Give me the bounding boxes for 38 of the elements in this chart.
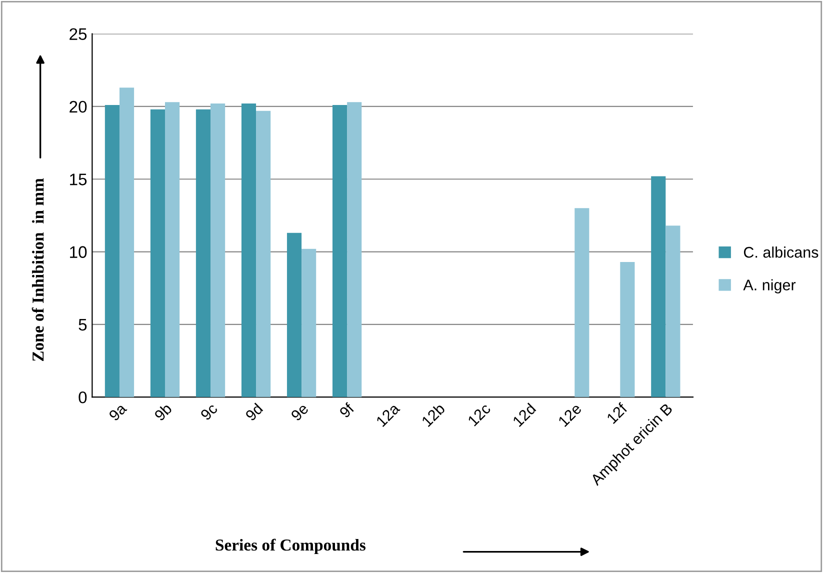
- bar: [210, 104, 226, 398]
- bar: [302, 248, 316, 398]
- y-tick-label: 0: [78, 391, 87, 404]
- bar: [165, 102, 180, 398]
- x-tick-label: 9c: [200, 402, 218, 421]
- bar: [651, 176, 666, 398]
- bar: [666, 226, 680, 398]
- y-tick-label: 20: [70, 100, 87, 113]
- legend-label: A. niger: [743, 279, 796, 294]
- x-tick-label: 9f: [338, 402, 356, 418]
- x-tick-label: 12b: [420, 402, 446, 428]
- bar: [104, 105, 120, 398]
- x-tick-label: 12c: [467, 402, 492, 426]
- bar: [241, 104, 256, 398]
- bar: [574, 208, 590, 398]
- x-axis-title: Series of Compounds: [216, 538, 366, 554]
- x-tick-label: 12d: [512, 402, 536, 428]
- y-tick-label: 10: [70, 246, 87, 258]
- x-tick-label: 9b: [153, 402, 172, 422]
- bar: [119, 88, 134, 398]
- y-tick-label: 25: [70, 28, 87, 40]
- x-tick-label: 9d: [244, 402, 264, 422]
- x-tick-label: 9a: [108, 402, 128, 422]
- bar: [196, 109, 211, 398]
- bar: [286, 232, 302, 398]
- bar: [620, 262, 635, 398]
- bar: [332, 105, 348, 398]
- bar: [150, 109, 165, 398]
- x-tick-label: 12a: [376, 402, 401, 428]
- x-tick-label: 12f: [606, 402, 628, 424]
- x-tick-label: 12e: [558, 402, 582, 428]
- bar: [256, 110, 271, 398]
- y-tick-label: 15: [70, 174, 87, 186]
- legend-label: C. albicans: [744, 246, 818, 258]
- y-axis-title: Zone of Inhibition in mm: [32, 178, 44, 362]
- y-tick-label: 5: [78, 319, 87, 331]
- bar: [347, 102, 362, 398]
- x-tick-label: 9e: [290, 402, 309, 422]
